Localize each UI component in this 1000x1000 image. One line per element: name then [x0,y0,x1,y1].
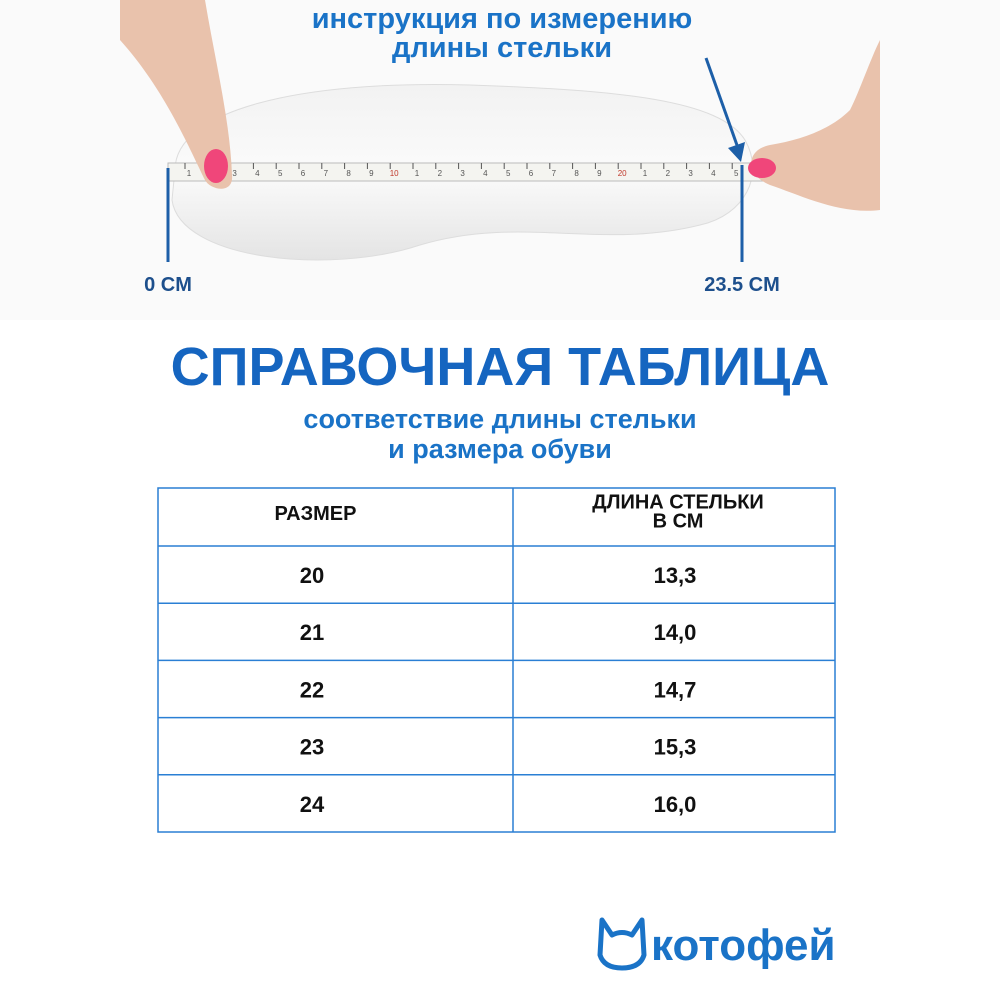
tape-label: 7 [552,169,557,178]
tape-label: 9 [597,169,602,178]
right-hand [751,40,880,211]
table-cell: 20 [300,563,324,588]
tape-label: 5 [734,169,739,178]
tape-labels: 1234567891012345678920123456 [184,163,762,178]
tape-label: 3 [460,169,465,178]
table-cell: 14,7 [654,677,697,702]
tape-label: 8 [346,169,351,178]
table-cell: 22 [300,677,324,702]
tape-label: 3 [688,169,693,178]
table-cell: 24 [300,792,325,817]
tape-label: 7 [324,169,329,178]
left-hand [120,0,233,189]
table-cell: 15,3 [654,735,697,760]
tape-label: 3 [232,169,237,178]
tape-measure [167,162,829,182]
tape-label: 9 [369,169,374,178]
tape-label: 1 [643,169,648,178]
tape-label: 4 [255,169,260,178]
column-header: ДЛИНА СТЕЛЬКИ [592,492,764,514]
tape-label: 10 [390,169,399,178]
reference-subtitle: и размера обуви [388,434,612,464]
tape-label: 2 [666,169,671,178]
header-line: длины стельки [392,32,612,64]
reference-subtitle: соответствие длины стельки [303,404,696,434]
table-cell: 16,0 [654,792,697,817]
tape-label: 1 [187,169,192,178]
header-line: инструкция по измерению [312,3,693,35]
tape-label: 5 [278,169,283,178]
column-header: В СМ [653,511,704,533]
tape-label: 1 [415,169,420,178]
nail [748,158,776,178]
tape-label: 2 [438,169,443,178]
brand-name: котофей [651,921,836,970]
reference-title: СПРАВОЧНАЯ ТАБЛИЦА [171,337,830,397]
end-label: 23.5 CM [704,274,780,296]
table-cell: 13,3 [654,563,697,588]
brand-icon [597,917,647,971]
table-cell: 14,0 [654,620,697,645]
arrow-head [728,142,745,162]
nail [204,149,228,183]
tape-label: 6 [529,169,534,178]
table-cell: 23 [300,735,324,760]
table-cell: 21 [300,620,324,645]
tape-label: 4 [711,169,716,178]
arrow [704,57,740,149]
start-label: 0 CM [144,274,192,296]
tape-label: 20 [618,169,627,178]
column-header: РАЗМЕР [275,503,357,525]
tape-label: 8 [574,169,579,178]
tape-label: 5 [506,169,511,178]
tape-label: 4 [483,169,488,178]
tape-label: 6 [301,169,306,178]
